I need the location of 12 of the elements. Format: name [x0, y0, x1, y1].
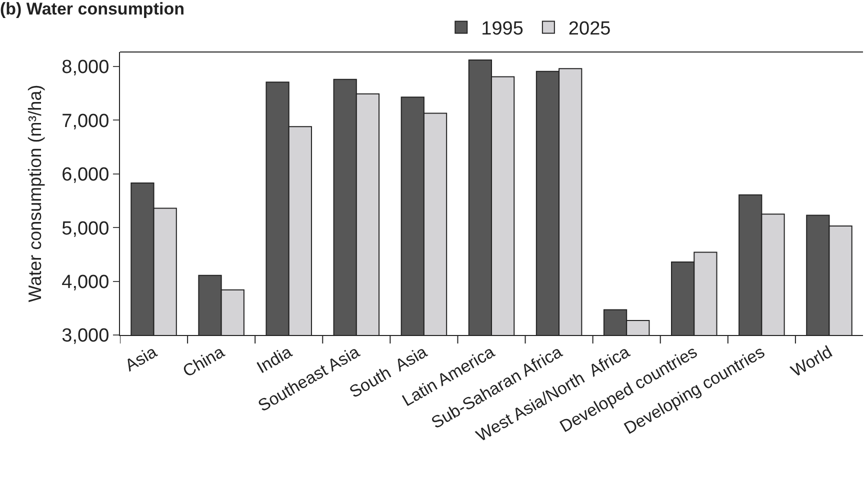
y-tick-label: 8,000 [62, 57, 110, 78]
legend-label: 2025 [568, 18, 611, 40]
chart-title: (b) Water consumption [0, 0, 184, 18]
y-tick-label: 7,000 [62, 110, 110, 132]
legend-label: 1995 [481, 18, 524, 40]
y-tick-label: 5,000 [62, 218, 110, 240]
y-tick-label: 4,000 [62, 272, 110, 293]
x-tick-label: Asia [122, 342, 160, 376]
y-tick-label: 3,000 [62, 326, 110, 347]
y-axis-title: Water consumption (m³/ha) [24, 84, 45, 302]
x-tick-label: China [180, 342, 228, 381]
y-tick-label: 6,000 [62, 164, 110, 186]
